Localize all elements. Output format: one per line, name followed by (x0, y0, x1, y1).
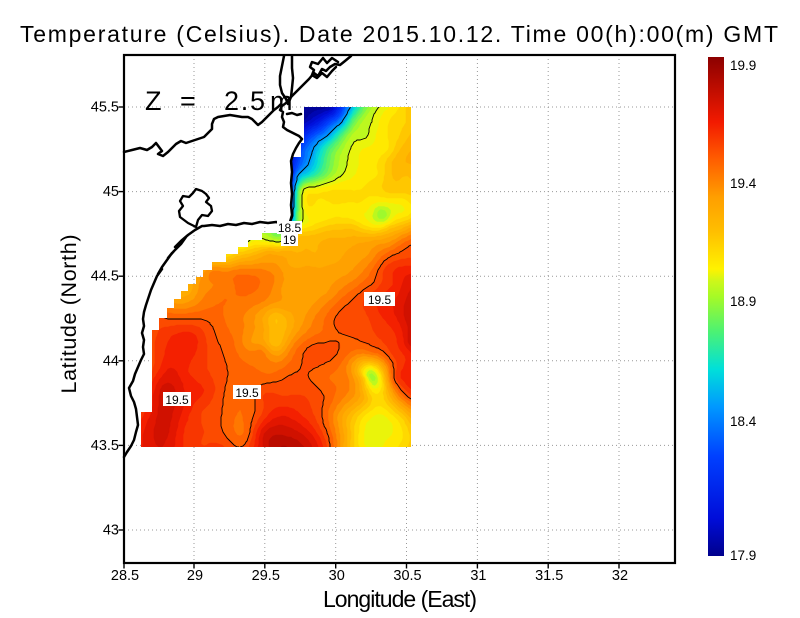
svg-text:28.5: 28.5 (111, 568, 139, 584)
svg-text:19.5: 19.5 (235, 386, 259, 400)
svg-text:Temperature (Celsius). Date 20: Temperature (Celsius). Date 2015.10.12. … (20, 21, 778, 47)
svg-text:32: 32 (612, 568, 628, 584)
svg-text:30.5: 30.5 (393, 568, 421, 584)
svg-text:29.5: 29.5 (252, 568, 280, 584)
svg-text:19: 19 (283, 233, 297, 247)
svg-text:19.4: 19.4 (730, 176, 757, 191)
svg-text:29: 29 (187, 568, 203, 584)
svg-text:m: m (270, 86, 293, 116)
svg-text:Latitude (North): Latitude (North) (57, 235, 81, 394)
svg-text:19.9: 19.9 (730, 58, 756, 73)
svg-text:18.4: 18.4 (730, 414, 757, 429)
svg-text:Longitude (East): Longitude (East) (323, 586, 477, 612)
svg-text:2.5: 2.5 (224, 86, 265, 116)
svg-text:18.9: 18.9 (730, 294, 756, 309)
svg-text:44: 44 (103, 353, 119, 369)
svg-text:Z: Z (145, 86, 162, 116)
svg-text:19.5: 19.5 (368, 293, 392, 307)
svg-text:44.5: 44.5 (91, 269, 119, 285)
svg-text:31: 31 (470, 568, 486, 584)
svg-text:18.5: 18.5 (278, 221, 302, 235)
svg-text:19.5: 19.5 (165, 393, 189, 407)
svg-text:31.5: 31.5 (535, 568, 563, 584)
svg-text:30: 30 (329, 568, 345, 584)
svg-text:45.5: 45.5 (91, 100, 119, 116)
svg-text:43.5: 43.5 (91, 438, 119, 454)
svg-text:=: = (180, 86, 196, 116)
svg-text:17.9: 17.9 (730, 548, 756, 563)
svg-text:43: 43 (103, 523, 119, 539)
svg-text:45: 45 (103, 184, 119, 200)
